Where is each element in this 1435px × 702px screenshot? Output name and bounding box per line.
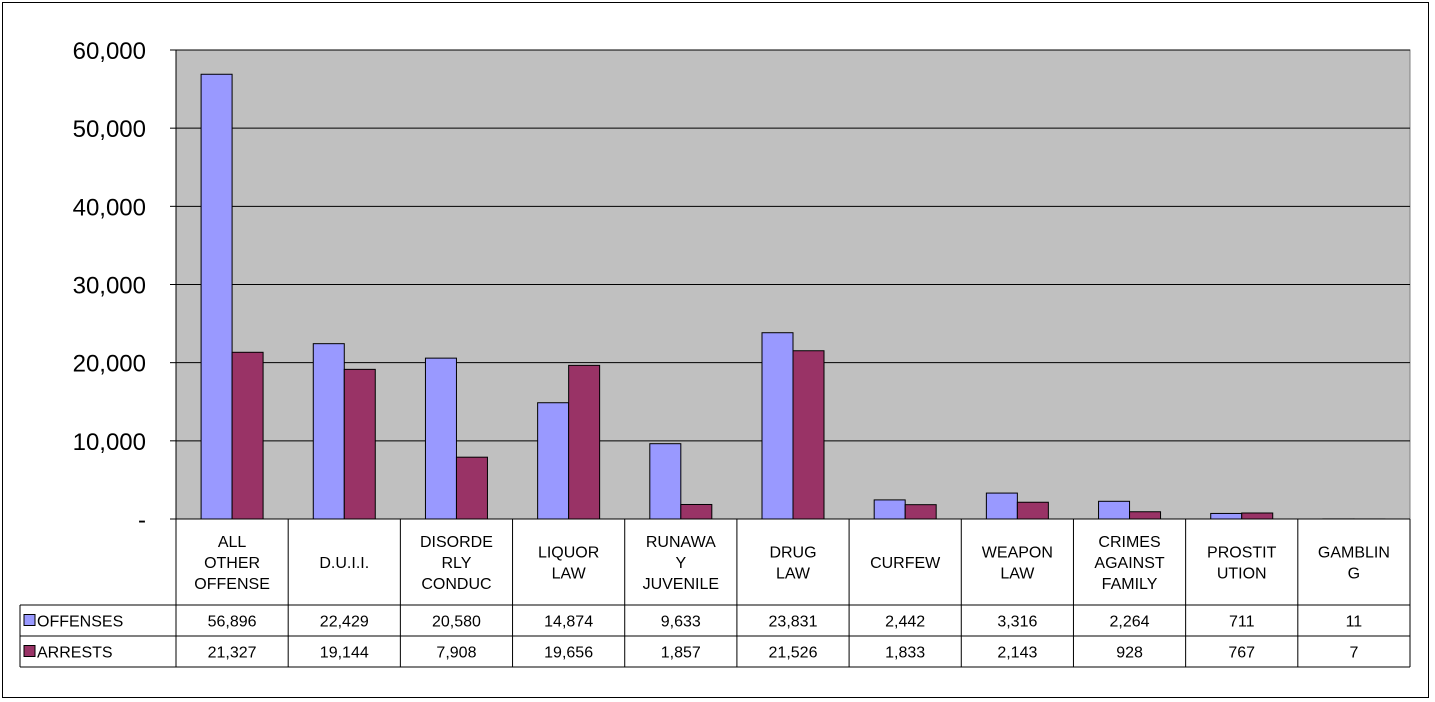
table-cell-offenses: 20,580 [432,614,481,631]
legend-label-arrests: ARRESTS [37,645,113,662]
x-tick-label-line: UTION [1217,566,1267,583]
x-tick-label-line: OFFENSE [194,576,270,593]
x-tick-label-line: PROSTIT [1207,545,1277,562]
x-tick-label: CURFEW [870,555,941,572]
bar-offenses [312,343,345,520]
bar-arrests [455,456,488,520]
bar-arrests [568,364,601,520]
x-tick-label: DISORDE RLY CONDUC [420,534,493,593]
table-cell-offenses: 2,264 [1110,614,1150,631]
table-cell-arrests: 19,656 [544,645,593,662]
table-cell-arrests: 767 [1228,645,1255,662]
table-cell-arrests: 21,327 [208,645,257,662]
x-tick-label-line: CURFEW [870,555,941,572]
bar-offenses [424,357,457,520]
legend-key-arrests [23,645,36,657]
x-tick-label-line: LAW [552,566,587,583]
x-tick-label: GAMBLIN G [1318,545,1390,583]
table-cell-arrests: 928 [1116,645,1143,662]
x-tick-label-line: LAW [776,566,811,583]
x-tick-label-line: RLY [441,555,471,572]
x-tick-label-line: DISORDE [420,534,493,551]
table-cell-offenses: 711 [1229,614,1255,631]
x-tick-label-line: DRUG [769,545,816,562]
y-tick-label: 10,000 [73,429,146,456]
bar-arrests [1241,512,1274,520]
bar-offenses [873,499,906,520]
y-tick-label: 60,000 [73,38,146,65]
y-tick-label: 50,000 [73,116,146,143]
x-tick-label-line: LIQUOR [538,545,599,562]
x-tick-label-line: Y [675,555,686,572]
bar-offenses [537,402,570,520]
bar-arrests [792,350,825,520]
table-cell-arrests: 7 [1349,645,1358,662]
table-cell-arrests: 2,143 [997,645,1037,662]
x-tick-label-line: G [1348,566,1360,583]
x-tick-label: ALL OTHER OFFENSE [194,534,270,593]
table-cell-arrests: 7,908 [436,645,476,662]
table-cell-offenses: 11 [1346,614,1363,631]
table-cell-offenses: 9,633 [661,614,701,631]
y-tick-label: 40,000 [73,194,146,221]
bar-offenses [649,443,682,520]
x-tick-label-line: OTHER [204,555,260,572]
bar-offenses [985,492,1018,520]
table-cell-arrests: 1,833 [885,645,925,662]
x-tick-label-line: CONDUC [421,576,491,593]
x-tick-label: WEAPON LAW [982,545,1053,583]
legend-key-offenses [23,614,36,626]
x-tick-label-line: GAMBLIN [1318,545,1390,562]
bar-arrests [1016,501,1049,520]
bar-offenses [1210,512,1243,520]
x-tick-label-line: LAW [1000,566,1035,583]
x-tick-label-line: AGAINST [1094,555,1164,572]
x-tick-label-line: JUVENILE [643,576,719,593]
x-tick-label-line: CRIMES [1098,534,1160,551]
bar-offenses [200,73,233,520]
bar-chart: - 10,000 20,000 30,000 40,000 50,000 60,000 AL… [19,38,1411,668]
x-tick-label: LIQUOR LAW [538,545,599,583]
table-cell-offenses: 23,831 [769,614,818,631]
x-tick-label: PROSTIT UTION [1207,545,1277,583]
bar-arrests [680,503,713,520]
bar-arrests [343,368,376,520]
table-cell-arrests: 21,526 [769,645,818,662]
table-cell-offenses: 22,429 [320,614,369,631]
x-tick-label-line: WEAPON [982,545,1053,562]
bar-offenses [761,332,794,520]
table-cell-offenses: 14,874 [544,614,593,631]
y-tick-label: - [138,507,146,534]
table-cell-arrests: 1,857 [661,645,701,662]
x-tick-label: D.U.I.I. [319,555,369,572]
x-tick-label: DRUG LAW [769,545,816,583]
bar-offenses [1098,500,1131,520]
bar-arrests [1129,511,1162,520]
legend-label-offenses: OFFENSES [37,614,123,631]
x-tick-label-line: RUNAWA [646,534,716,551]
table-cell-offenses: 56,896 [208,614,257,631]
x-tick-label-line: ALL [218,534,247,551]
table-cell-arrests: 19,144 [320,645,369,662]
bar-arrests [904,504,937,520]
table-cell-offenses: 3,316 [997,614,1037,631]
x-tick-label: CRIMES AGAINST FAMILY [1094,534,1164,593]
y-tick-label: 20,000 [73,351,146,378]
x-tick-label: RUNAWA Y JUVENILE [643,534,719,593]
x-tick-label-line: D.U.I.I. [319,555,369,572]
y-tick-label: 30,000 [73,273,146,300]
table-cell-offenses: 2,442 [885,614,925,631]
bar-arrests [231,351,264,520]
x-tick-label-line: FAMILY [1102,576,1158,593]
